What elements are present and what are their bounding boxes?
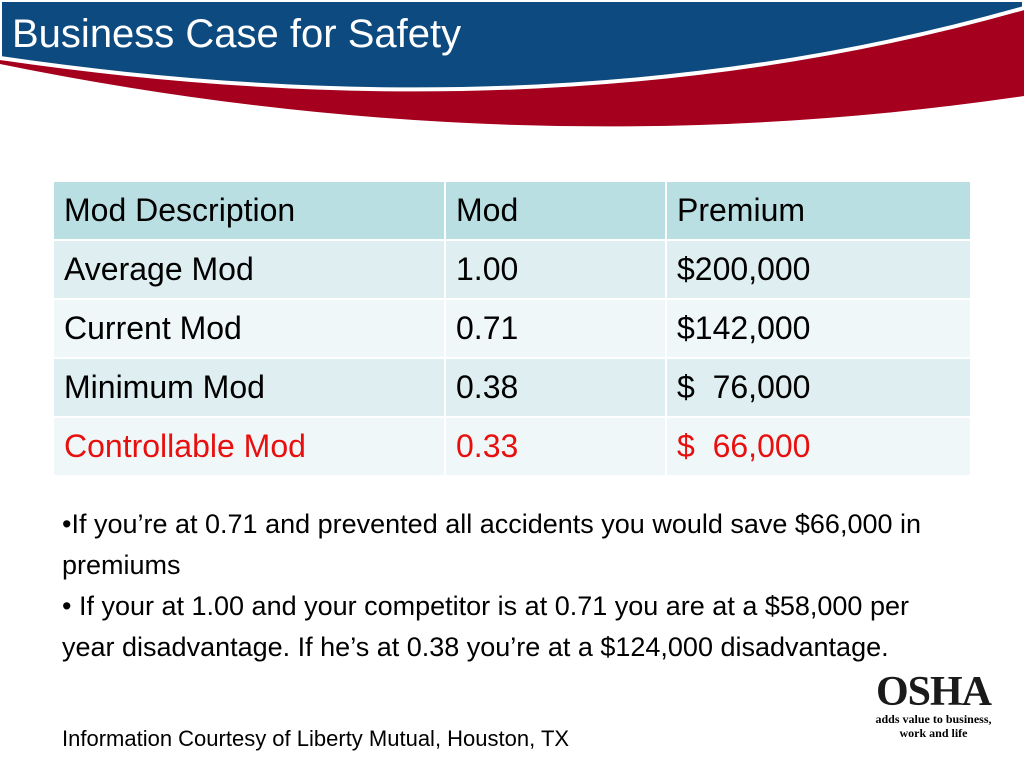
- table-cell: 1.00: [444, 239, 667, 300]
- table-cell: $142,000: [665, 298, 972, 359]
- table-cell: Current Mod: [52, 298, 446, 359]
- table-cell: 0.38: [444, 357, 667, 418]
- source-note: Information Courtesy of Liberty Mutual, …: [62, 726, 570, 751]
- bullet: •If you’re at 0.71 and prevented all acc…: [62, 509, 922, 580]
- column-header: Mod Description: [52, 180, 446, 241]
- table-cell: $200,000: [665, 239, 972, 300]
- table-row: Average Mod 1.00 $200,000: [52, 239, 972, 300]
- table-cell: $ 66,000: [665, 416, 972, 477]
- header-row: Mod Description Mod Premium: [52, 180, 972, 241]
- slide-title: Business Case for Safety: [12, 12, 462, 56]
- table-cell: $ 76,000: [665, 357, 972, 418]
- tagline-line: adds value to business,: [875, 712, 992, 726]
- bullet: • If your at 1.00 and your competitor is…: [62, 591, 909, 662]
- header-swoosh: [0, 0, 1024, 127]
- table-cell: 0.33: [444, 416, 667, 477]
- table-cell: Controllable Mod: [52, 416, 446, 477]
- bullet-list: •If you’re at 0.71 and prevented all acc…: [62, 504, 962, 668]
- table-cell: Average Mod: [52, 239, 446, 300]
- logo-tagline: adds value to business, work and life: [866, 712, 1001, 740]
- table-cell: Minimum Mod: [52, 357, 446, 418]
- tagline-line: work and life: [899, 726, 968, 740]
- table-cell: 0.71: [444, 298, 667, 359]
- table-row: Current Mod 0.71 $142,000: [52, 298, 972, 359]
- logo-name: OSHA: [875, 669, 992, 715]
- column-header: Mod: [444, 180, 667, 241]
- osha-logo: OSHA adds value to business, work and li…: [866, 669, 1001, 740]
- mod-table: Mod Description Mod Premium Average Mod 1…: [52, 180, 972, 477]
- table-row: Minimum Mod 0.38 $ 76,000: [52, 357, 972, 418]
- column-header: Premium: [665, 180, 972, 241]
- table-row: Controllable Mod 0.33 $ 66,000: [52, 416, 972, 477]
